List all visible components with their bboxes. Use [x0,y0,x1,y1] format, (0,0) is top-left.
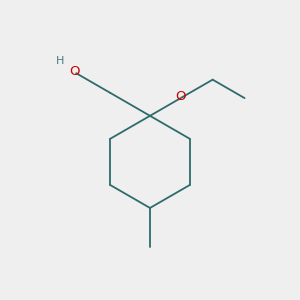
Text: H: H [56,56,64,66]
Text: O: O [175,90,185,103]
Text: O: O [70,65,80,78]
